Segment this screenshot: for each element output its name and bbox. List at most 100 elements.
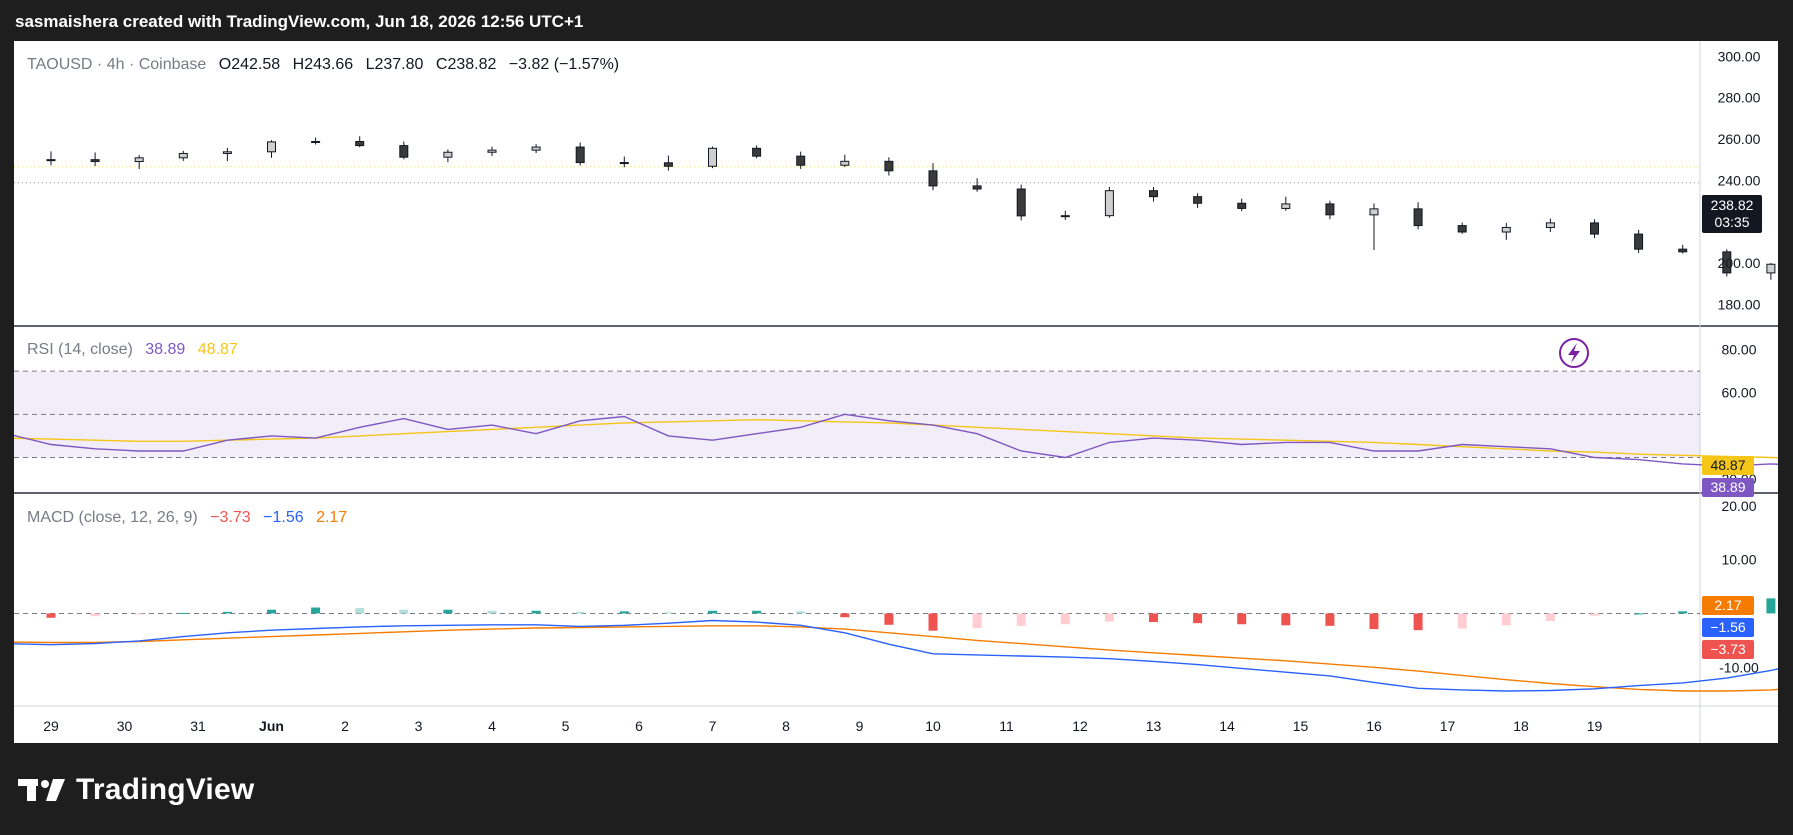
macd-axis-label: 10.00 [1721,552,1756,568]
candle-body [1501,226,1511,233]
last-price-value: 238.82 [1711,197,1754,213]
candle-body [90,159,100,163]
price-pane[interactable] [2,77,1778,298]
chart-canvas[interactable]: 300.00 280.00 260.00 240.00 2 20.00 200.00 180.… [0,41,1793,743]
time-axis-label: 12 [1072,718,1088,734]
time-axis-label: 10 [925,718,941,734]
candle-body [1634,233,1644,250]
candle-body [575,146,585,164]
candle [1501,222,1511,240]
time-axis-label: 18 [1513,718,1529,734]
rsi-ma-value: 48.87 [198,341,238,358]
candle [531,144,541,154]
macd-label: MACD (close, 12, 26, 9) [27,509,198,526]
rsi-pane[interactable] [0,345,1793,467]
candle-body [972,185,982,190]
macd-histogram-bar [1369,613,1379,630]
candle-body [928,170,938,187]
candle [1104,186,1114,218]
rsi-legend: RSI (14, close) 38.89 48.87 [27,341,238,358]
rsi-axis-label: 60.00 [1721,385,1756,401]
candle [796,151,806,169]
macd-histogram-bar [972,613,982,628]
time-axis-label: 9 [856,718,864,734]
rsi-ma-badge: 48.87 [1702,456,1754,475]
rsi-line [0,413,1793,467]
candle [1678,244,1688,254]
macd-pane[interactable] [0,521,1793,692]
macd-hist-value: −3.73 [210,509,251,526]
candle-body [663,162,673,167]
macd-histogram-bar [399,609,409,614]
flash-icon[interactable] [1559,338,1589,368]
candle-body [1678,248,1688,253]
time-axis-label: 14 [1219,718,1235,734]
candle-body [1104,190,1114,217]
high-value: 243.66 [304,56,353,73]
macd-hist-badge-text: −3.73 [1710,641,1746,657]
candle-body [1193,196,1203,204]
macd-axis-label: 20.00 [1721,498,1756,514]
macd-signal-line [0,625,1793,692]
time-axis-label: 30 [117,718,133,734]
macd-hist-badge: −3.73 [1702,640,1754,659]
macd-histogram-bar [752,610,762,614]
candle-body [752,147,762,157]
candle [90,152,100,167]
candle [840,154,850,168]
macd-histogram-bar [1634,613,1644,615]
candle [1545,218,1555,232]
macd-signal-badge-text: 2.17 [1714,597,1741,613]
open-value: 242.58 [231,56,280,73]
tradingview-logo[interactable]: TradingView [18,773,254,807]
time-axis-label: 15 [1293,718,1309,734]
macd-histogram-bar [1149,613,1158,623]
symbol-label: TAOUSD · 4h · Coinbase [27,56,206,73]
candle-body [46,159,56,162]
macd-histogram-bar [1457,613,1467,629]
candle-body [1369,208,1379,216]
candle [1149,186,1158,202]
candle-body [1457,225,1467,233]
high-label: H [293,56,305,73]
candle-body [1149,190,1158,198]
candle [178,150,188,161]
macd-histogram-bar [708,610,717,614]
candle [1634,229,1644,253]
macd-histogram-bar [1060,613,1070,625]
price-axis-label: 280.00 [1718,90,1761,106]
candle [134,155,144,169]
candle [1457,222,1467,234]
candle-body [487,149,497,153]
candle [399,141,409,160]
macd-histogram-bar [355,608,365,614]
candle [708,146,717,169]
macd-histogram-bar [1193,613,1203,624]
price-axis-label: 200.00 [1718,255,1761,271]
candle-body [222,151,232,154]
macd-histogram-bar [531,610,541,614]
candle-body [443,151,453,158]
chart-frame[interactable]: 300.00 280.00 260.00 240.00 2 20.00 200.00 180.… [0,41,1793,743]
candle [1281,196,1291,211]
macd-histogram-bar [1237,613,1247,625]
time-axis-label: 13 [1146,718,1162,734]
macd-histogram-bar [178,612,188,614]
candle [443,149,453,163]
low-label: L [366,56,375,73]
candle-body [840,160,850,166]
time-axis-label: 8 [782,718,790,734]
macd-histogram-bar [619,611,629,614]
candle-body [531,146,541,151]
candle [575,142,585,166]
rsi-value-badge: 38.89 [1702,478,1754,497]
candle-body [399,145,409,158]
macd-histogram-bar [575,611,585,614]
brand-name: TradingView [76,773,255,806]
time-axis-label: 29 [43,718,59,734]
macd-histogram-bar [840,613,850,618]
rsi-ma-badge-text: 48.87 [1710,457,1745,473]
price-axis-label: 180.00 [1718,296,1761,312]
last-price-badge: 238.82 03:35 [1702,195,1762,233]
macd-signal-value: 2.17 [316,509,347,526]
